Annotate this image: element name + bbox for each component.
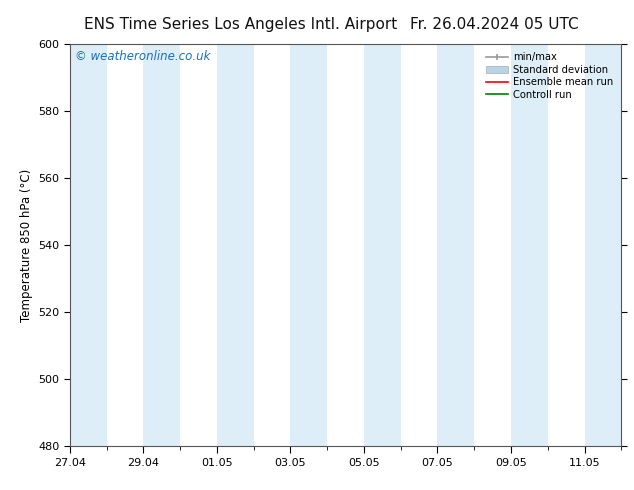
Bar <box>70 44 107 446</box>
Bar <box>143 44 180 446</box>
Text: ENS Time Series Los Angeles Intl. Airport: ENS Time Series Los Angeles Intl. Airpor… <box>84 17 398 32</box>
Bar <box>217 44 254 446</box>
Bar <box>437 44 474 446</box>
Bar <box>290 44 327 446</box>
Text: Fr. 26.04.2024 05 UTC: Fr. 26.04.2024 05 UTC <box>410 17 579 32</box>
Legend: min/max, Standard deviation, Ensemble mean run, Controll run: min/max, Standard deviation, Ensemble me… <box>483 49 616 102</box>
Y-axis label: Temperature 850 hPa (°C): Temperature 850 hPa (°C) <box>20 169 32 321</box>
Bar <box>511 44 548 446</box>
Bar <box>364 44 401 446</box>
Text: © weatheronline.co.uk: © weatheronline.co.uk <box>75 50 210 63</box>
Bar <box>585 44 621 446</box>
